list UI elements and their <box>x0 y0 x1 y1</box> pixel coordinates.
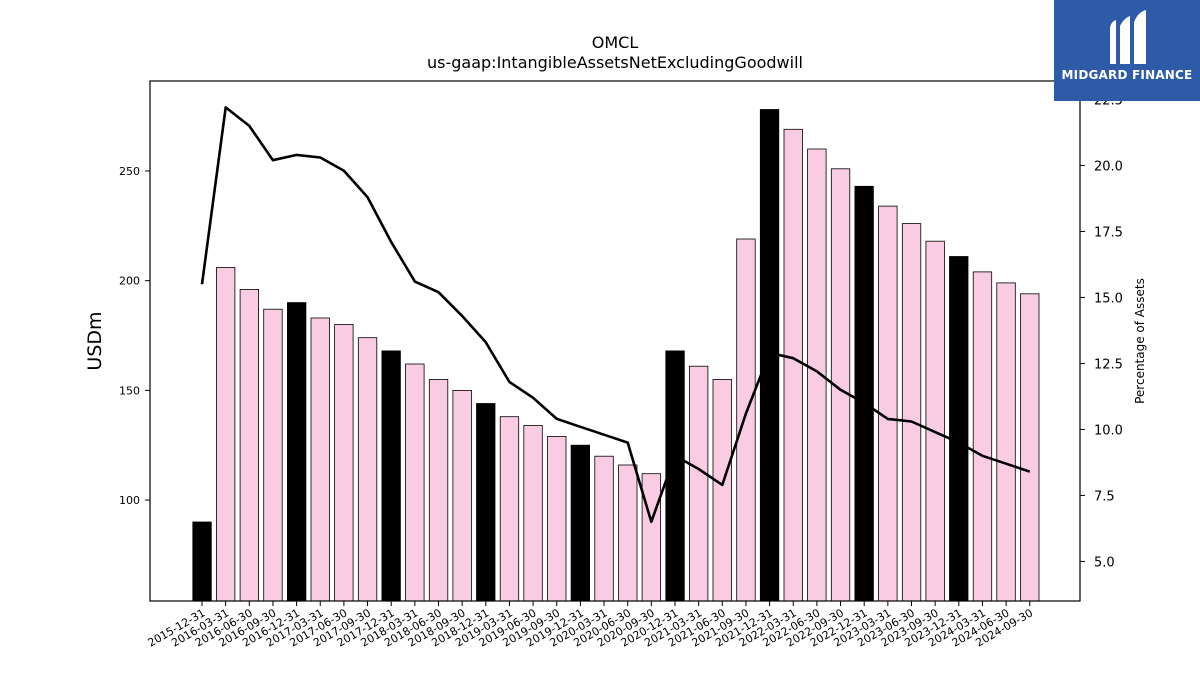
y2-tick-label: 20.0 <box>1094 159 1123 174</box>
y2-tick-label: 17.5 <box>1094 225 1123 240</box>
bar-2018-03-31 <box>405 363 425 602</box>
bar-2019-03-31 <box>499 416 520 602</box>
y2-tick-label: 12.5 <box>1094 357 1123 372</box>
y-tick-label: 150 <box>119 384 140 397</box>
midgard-finance-logo: MIDGARD FINANCE <box>1054 0 1200 101</box>
bar-2015-12-31 <box>192 521 212 602</box>
bar-2021-03-31 <box>689 365 709 602</box>
bar-2022-12-31 <box>854 185 874 602</box>
y2-tick-label: 15.0 <box>1094 291 1123 306</box>
bar-2022-03-31 <box>783 128 803 602</box>
chart-title: OMCL <box>591 33 639 52</box>
y-axis-label: USDm <box>84 311 106 370</box>
bar-2023-12-31 <box>949 256 969 602</box>
bar-2018-12-31 <box>476 403 496 602</box>
bar-2016-03-31 <box>215 267 236 602</box>
bar-2021-09-30 <box>736 238 756 602</box>
bar-2016-12-31 <box>286 302 307 602</box>
logo-text: MIDGARD FINANCE <box>1061 68 1193 82</box>
y-tick-label: 200 <box>119 275 140 288</box>
y2-tick-label: 7.5 <box>1094 489 1115 504</box>
midgard-m-icon <box>1110 10 1146 64</box>
bar-2018-09-30 <box>452 389 472 602</box>
bar-2020-03-31 <box>594 455 614 602</box>
bar-2017-03-31 <box>310 317 330 602</box>
bar-2021-06-30 <box>712 378 732 602</box>
bar-2024-09-30 <box>1020 293 1040 602</box>
bar-2020-06-30 <box>618 464 638 602</box>
bar-2019-09-30 <box>547 435 567 602</box>
bar-2018-06-30 <box>428 378 449 602</box>
bar-2024-03-31 <box>972 271 993 602</box>
bar-2016-09-30 <box>263 308 283 602</box>
bar-2020-09-30 <box>641 473 661 602</box>
chart-subtitle: us-gaap:IntangibleAssetsNetExcludingGood… <box>427 53 803 72</box>
y-tick-label: 100 <box>119 494 140 507</box>
bar-2017-12-31 <box>381 350 401 602</box>
bar-2023-09-30 <box>925 240 945 602</box>
bar-2024-06-30 <box>996 282 1016 602</box>
bar-2017-06-30 <box>334 324 354 602</box>
bar-2016-06-30 <box>239 288 260 602</box>
y2-tick-label: 10.0 <box>1094 423 1123 438</box>
bar-2019-12-31 <box>570 444 590 602</box>
bar-2023-06-30 <box>901 223 922 602</box>
bar-2019-06-30 <box>523 425 543 602</box>
bar-2017-09-30 <box>357 337 378 602</box>
percentage-line <box>200 106 1031 524</box>
y-tick-label: 250 <box>119 165 140 178</box>
y2-axis-label: Percentage of Assets <box>1133 278 1147 404</box>
bar-2023-03-31 <box>878 205 898 602</box>
plot-frame <box>149 80 1081 602</box>
y2-tick-label: 5.0 <box>1094 555 1115 570</box>
